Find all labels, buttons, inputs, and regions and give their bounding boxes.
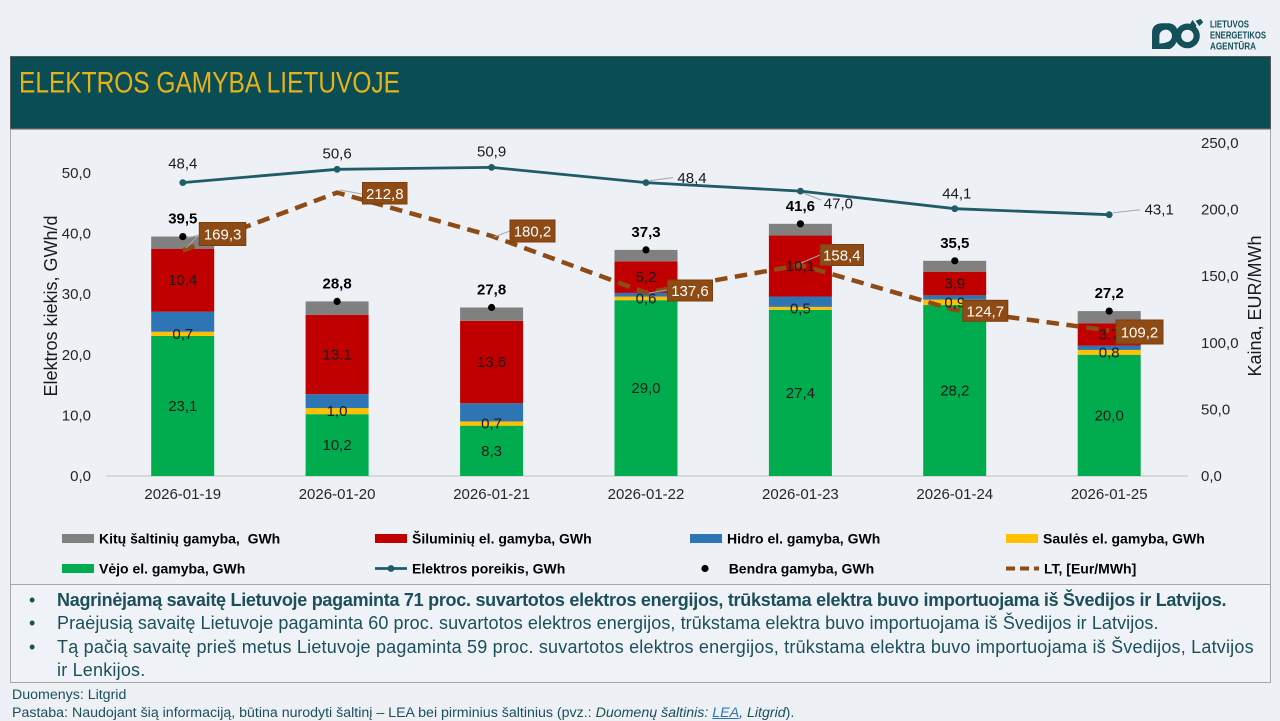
svg-text:Šiluminių el. gamyba, GWh: Šiluminių el. gamyba, GWh bbox=[412, 530, 592, 547]
svg-text:35,5: 35,5 bbox=[940, 235, 969, 252]
svg-text:39,5: 39,5 bbox=[168, 211, 197, 228]
svg-text:28,8: 28,8 bbox=[322, 275, 351, 292]
svg-text:48,4: 48,4 bbox=[168, 156, 197, 173]
svg-text:Kitų šaltinių gamyba, GWh: Kitų šaltinių gamyba, GWh bbox=[99, 531, 280, 547]
svg-text:20,0: 20,0 bbox=[1095, 407, 1124, 424]
svg-text:28,2: 28,2 bbox=[940, 383, 969, 400]
svg-text:50,0: 50,0 bbox=[1201, 401, 1230, 418]
svg-text:109,2: 109,2 bbox=[1121, 325, 1159, 342]
svg-text:212,8: 212,8 bbox=[366, 186, 404, 203]
svg-text:41,6: 41,6 bbox=[786, 198, 815, 215]
svg-text:0,7: 0,7 bbox=[481, 416, 502, 433]
svg-text:13,1: 13,1 bbox=[322, 347, 351, 364]
svg-text:27,8: 27,8 bbox=[477, 282, 506, 299]
svg-text:Elektros kiekis, GWh/d: Elektros kiekis, GWh/d bbox=[41, 215, 61, 396]
svg-text:0,7: 0,7 bbox=[172, 326, 193, 343]
svg-text:2026-01-23: 2026-01-23 bbox=[762, 486, 839, 503]
svg-text:8,3: 8,3 bbox=[481, 443, 502, 460]
svg-text:169,3: 169,3 bbox=[204, 227, 242, 244]
svg-text:2026-01-24: 2026-01-24 bbox=[916, 486, 993, 503]
svg-text:2026-01-19: 2026-01-19 bbox=[144, 486, 221, 503]
svg-text:Saulės el. gamyba, GWh: Saulės el. gamyba, GWh bbox=[1043, 531, 1205, 547]
svg-text:23,1: 23,1 bbox=[168, 398, 197, 415]
svg-text:48,4: 48,4 bbox=[677, 170, 706, 187]
svg-text:3,9: 3,9 bbox=[944, 276, 965, 293]
svg-text:Kaina, EUR/MWh: Kaina, EUR/MWh bbox=[1245, 235, 1265, 376]
svg-text:37,3: 37,3 bbox=[631, 224, 660, 241]
svg-text:3,7: 3,7 bbox=[1099, 327, 1120, 344]
svg-text:10,4: 10,4 bbox=[168, 272, 197, 289]
svg-text:100,0: 100,0 bbox=[1201, 335, 1239, 352]
svg-text:50,0: 50,0 bbox=[62, 165, 91, 182]
svg-text:44,1: 44,1 bbox=[942, 186, 971, 203]
svg-text:2026-01-25: 2026-01-25 bbox=[1071, 486, 1148, 503]
svg-text:0,8: 0,8 bbox=[1099, 344, 1120, 361]
svg-text:LT, [Eur/MWh]: LT, [Eur/MWh] bbox=[1044, 561, 1136, 577]
svg-text:10,0: 10,0 bbox=[62, 407, 91, 424]
svg-text:5,2: 5,2 bbox=[636, 269, 657, 286]
svg-text:0,6: 0,6 bbox=[636, 290, 657, 307]
svg-text:47,0: 47,0 bbox=[824, 196, 853, 213]
svg-text:13,6: 13,6 bbox=[477, 354, 506, 371]
svg-text:124,7: 124,7 bbox=[967, 303, 1005, 320]
svg-text:Bendra gamyba, GWh: Bendra gamyba, GWh bbox=[729, 561, 874, 577]
svg-text:158,4: 158,4 bbox=[823, 248, 861, 265]
svg-text:1,0: 1,0 bbox=[327, 403, 348, 420]
svg-text:Hidro el. gamyba, GWh: Hidro el. gamyba, GWh bbox=[727, 531, 880, 547]
svg-text:29,0: 29,0 bbox=[631, 380, 660, 397]
svg-text:ELEKTROS GAMYBA LIETUVOJE: ELEKTROS GAMYBA LIETUVOJE bbox=[19, 67, 400, 100]
svg-text:27,2: 27,2 bbox=[1095, 285, 1124, 302]
svg-text:2026-01-22: 2026-01-22 bbox=[608, 486, 685, 503]
svg-text:200,0: 200,0 bbox=[1201, 202, 1239, 219]
svg-text:150,0: 150,0 bbox=[1201, 268, 1239, 285]
svg-text:180,2: 180,2 bbox=[514, 224, 552, 241]
svg-text:ENERGETIKOS: ENERGETIKOS bbox=[1210, 31, 1266, 42]
svg-text:0,5: 0,5 bbox=[790, 300, 811, 317]
svg-text:2026-01-20: 2026-01-20 bbox=[299, 486, 376, 503]
svg-text:AGENTŪRA: AGENTŪRA bbox=[1210, 42, 1256, 53]
svg-text:20,0: 20,0 bbox=[62, 347, 91, 364]
svg-text:10,1: 10,1 bbox=[786, 258, 815, 275]
svg-text:50,6: 50,6 bbox=[322, 145, 351, 162]
svg-text:0,0: 0,0 bbox=[1201, 468, 1222, 485]
svg-text:43,1: 43,1 bbox=[1145, 202, 1174, 219]
svg-text:10,2: 10,2 bbox=[322, 437, 351, 454]
svg-text:27,4: 27,4 bbox=[786, 385, 815, 402]
svg-text:50,9: 50,9 bbox=[477, 143, 506, 160]
svg-text:2026-01-21: 2026-01-21 bbox=[453, 486, 530, 503]
svg-text:LIETUVOS: LIETUVOS bbox=[1210, 19, 1249, 30]
svg-text:137,6: 137,6 bbox=[671, 283, 709, 300]
svg-text:0,9: 0,9 bbox=[944, 294, 965, 311]
svg-text:0,0: 0,0 bbox=[70, 468, 91, 485]
svg-text:30,0: 30,0 bbox=[62, 286, 91, 303]
svg-text:250,0: 250,0 bbox=[1201, 135, 1239, 152]
svg-text:Elektros poreikis, GWh: Elektros poreikis, GWh bbox=[412, 561, 565, 577]
svg-text:40,0: 40,0 bbox=[62, 226, 91, 243]
svg-text:Vėjo el. gamyba, GWh: Vėjo el. gamyba, GWh bbox=[99, 561, 245, 577]
